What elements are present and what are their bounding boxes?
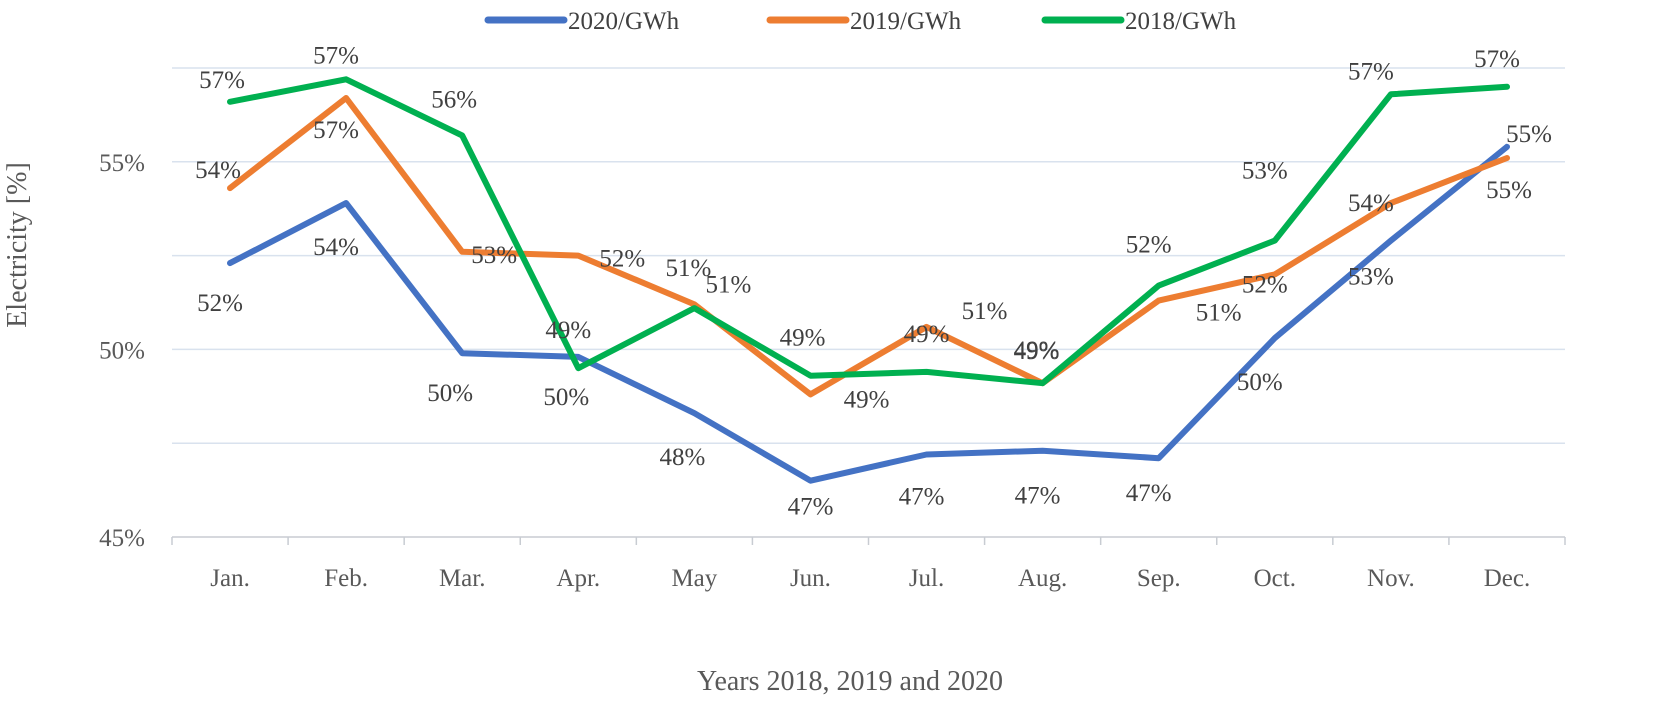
data-label: 57%	[199, 67, 245, 94]
data-label: 50%	[427, 380, 473, 407]
x-tick-label: Nov.	[1367, 565, 1415, 592]
data-label: 51%	[665, 255, 711, 282]
x-tick-label: Dec.	[1484, 565, 1531, 592]
data-label: 51%	[705, 271, 751, 298]
x-tick-label: Jul.	[909, 565, 944, 592]
x-tick-label: Jan.	[210, 565, 250, 592]
data-label: 47%	[899, 484, 945, 511]
data-label: 50%	[1237, 369, 1283, 396]
data-label: 49%	[780, 325, 826, 352]
data-label: 53%	[471, 242, 517, 269]
gridlines	[171, 67, 1566, 545]
data-label: 52%	[1242, 271, 1288, 298]
data-label: 49%	[1014, 337, 1060, 364]
legend-label: 2020/GWh	[568, 8, 680, 35]
data-label: 49%	[545, 317, 591, 344]
data-label: 51%	[962, 298, 1008, 325]
series-line	[227, 76, 1510, 387]
data-label: 55%	[1506, 121, 1552, 148]
x-tick-label: Apr.	[556, 565, 600, 592]
legend-label: 2018/GWh	[1125, 8, 1237, 35]
y-axis-title: Electricity [%]	[2, 162, 33, 328]
data-label: 52%	[599, 246, 645, 273]
x-tick-label: Feb.	[324, 565, 368, 592]
legend: 2020/GWh 2019/GWh 2018/GWh	[484, 8, 1237, 35]
series-line	[227, 143, 1510, 484]
data-label: 51%	[1196, 300, 1242, 327]
x-tick-label: Mar.	[439, 565, 486, 592]
x-tick-label: Aug.	[1018, 565, 1067, 592]
x-axis-title: Years 2018, 2019 and 2020	[697, 666, 1003, 697]
data-label: 47%	[1015, 483, 1061, 510]
data-label: 53%	[1242, 158, 1288, 185]
y-axis-ticks: 45% 50% 55%	[99, 150, 145, 552]
y-tick-label: 50%	[99, 337, 145, 364]
data-label: 49%	[844, 386, 890, 413]
series-line	[227, 95, 1510, 398]
series-lines	[227, 76, 1510, 484]
x-tick-label: May	[671, 565, 717, 592]
data-labels: 52% 54% 50% 50% 48% 47% 47% 47% 47% 50% 53% 55% 54% 5…	[195, 42, 1552, 520]
data-label: 54%	[195, 157, 241, 184]
y-tick-label: 55%	[99, 150, 145, 177]
data-label: 48%	[659, 444, 705, 471]
x-tick-label: Jun.	[790, 565, 831, 592]
data-label: 54%	[1348, 190, 1394, 217]
data-label: 57%	[1474, 46, 1520, 73]
data-label: 57%	[313, 42, 359, 69]
data-label: 52%	[1126, 232, 1172, 259]
data-label: 49%	[904, 321, 950, 348]
legend-label: 2019/GWh	[850, 8, 962, 35]
data-label: 57%	[1348, 58, 1394, 85]
data-label: 52%	[197, 290, 243, 317]
data-label: 47%	[788, 494, 834, 521]
data-label: 50%	[543, 384, 589, 411]
data-label: 56%	[431, 87, 477, 114]
x-tick-label: Sep.	[1137, 565, 1181, 592]
data-label: 54%	[313, 234, 359, 261]
data-label: 55%	[1486, 177, 1532, 204]
y-tick-label: 45%	[99, 525, 145, 552]
data-label: 57%	[313, 117, 359, 144]
data-label: 47%	[1126, 480, 1172, 507]
x-tick-label: Oct.	[1254, 565, 1296, 592]
data-label: 53%	[1348, 264, 1394, 291]
data-label: 49%	[1014, 338, 1060, 365]
x-axis-ticks: Jan. Feb. Mar. Apr. May Jun. Jul. Aug. Sep. Oct. N…	[210, 565, 1530, 592]
